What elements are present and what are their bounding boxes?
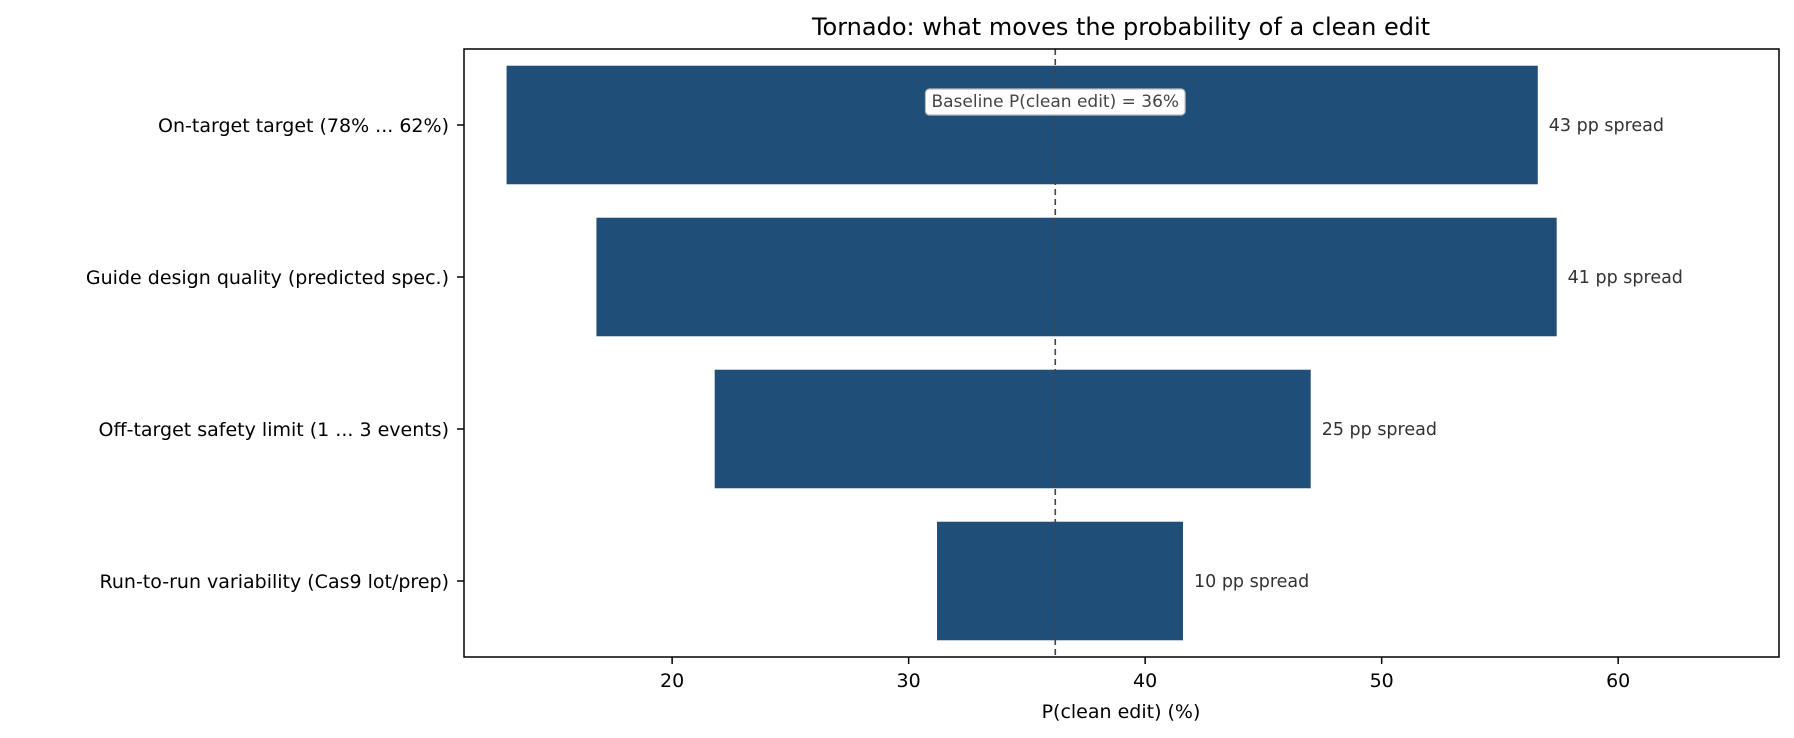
baseline-label: Baseline P(clean edit) = 36% bbox=[931, 92, 1179, 112]
category-label: Off-target safety limit (1 ... 3 events) bbox=[99, 419, 449, 441]
tornado-bar bbox=[937, 521, 1183, 641]
x-tick-label: 20 bbox=[660, 670, 684, 692]
spread-label: 41 pp spread bbox=[1568, 268, 1683, 288]
x-axis: 20 30 40 50 60 bbox=[660, 657, 1630, 692]
x-tick-label: 60 bbox=[1606, 670, 1630, 692]
spread-label: 10 pp spread bbox=[1194, 572, 1309, 592]
x-tick-label: 30 bbox=[897, 670, 921, 692]
plot-frame bbox=[463, 48, 1780, 658]
spread-label: 25 pp spread bbox=[1322, 420, 1437, 440]
spread-label: 43 pp spread bbox=[1549, 116, 1664, 136]
tornado-bar bbox=[506, 65, 1538, 185]
tornado-bar bbox=[714, 369, 1311, 489]
chart-title: Tornado: what moves the probability of a… bbox=[811, 13, 1430, 41]
y-axis: On-target target (78% ... 62%) Guide desi… bbox=[86, 115, 464, 593]
x-tick-label: 40 bbox=[1133, 670, 1157, 692]
tornado-bar bbox=[596, 217, 1557, 337]
baseline-label-box bbox=[924, 88, 1186, 116]
category-label: Guide design quality (predicted spec.) bbox=[86, 267, 449, 289]
category-label: Run-to-run variability (Cas9 lot/prep) bbox=[100, 571, 449, 593]
x-axis-label: P(clean edit) (%) bbox=[1042, 701, 1201, 723]
x-tick-label: 50 bbox=[1370, 670, 1394, 692]
category-label: On-target target (78% ... 62%) bbox=[158, 115, 449, 137]
bars-layer: 43 pp spread 41 pp spread 25 pp spread 10 p… bbox=[506, 65, 1683, 641]
baseline-layer: Baseline P(clean edit) = 36% bbox=[924, 49, 1186, 657]
